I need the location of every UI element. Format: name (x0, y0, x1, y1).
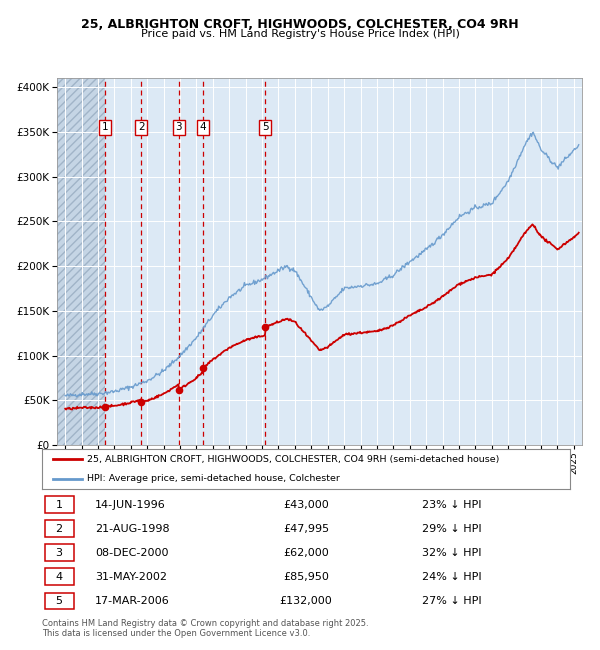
Text: 2: 2 (56, 524, 63, 534)
Text: 4: 4 (200, 122, 206, 132)
Text: 29% ↓ HPI: 29% ↓ HPI (422, 524, 482, 534)
Text: £85,950: £85,950 (283, 572, 329, 582)
Text: 2: 2 (138, 122, 145, 132)
Text: 27% ↓ HPI: 27% ↓ HPI (422, 596, 482, 606)
Bar (44, 569, 74, 585)
Text: 14-JUN-1996: 14-JUN-1996 (95, 500, 166, 510)
Text: £47,995: £47,995 (283, 524, 329, 534)
Text: Price paid vs. HM Land Registry's House Price Index (HPI): Price paid vs. HM Land Registry's House … (140, 29, 460, 39)
Text: 5: 5 (262, 122, 269, 132)
Text: 3: 3 (56, 548, 62, 558)
Text: Contains HM Land Registry data © Crown copyright and database right 2025.
This d: Contains HM Land Registry data © Crown c… (42, 619, 368, 638)
Text: 25, ALBRIGHTON CROFT, HIGHWOODS, COLCHESTER, CO4 9RH (semi-detached house): 25, ALBRIGHTON CROFT, HIGHWOODS, COLCHES… (87, 455, 499, 464)
Text: 24% ↓ HPI: 24% ↓ HPI (422, 572, 482, 582)
Text: 1: 1 (102, 122, 109, 132)
Text: £62,000: £62,000 (283, 548, 329, 558)
Text: 3: 3 (176, 122, 182, 132)
Text: 25, ALBRIGHTON CROFT, HIGHWOODS, COLCHESTER, CO4 9RH: 25, ALBRIGHTON CROFT, HIGHWOODS, COLCHES… (81, 18, 519, 31)
Bar (57, 78, 106, 445)
Text: 31-MAY-2002: 31-MAY-2002 (95, 572, 167, 582)
Text: 23% ↓ HPI: 23% ↓ HPI (422, 500, 482, 510)
Text: 1: 1 (56, 500, 62, 510)
Text: HPI: Average price, semi-detached house, Colchester: HPI: Average price, semi-detached house,… (87, 474, 340, 483)
Text: 4: 4 (56, 572, 63, 582)
Text: £43,000: £43,000 (283, 500, 329, 510)
Bar (44, 593, 74, 609)
Text: 08-DEC-2000: 08-DEC-2000 (95, 548, 168, 558)
Text: 21-AUG-1998: 21-AUG-1998 (95, 524, 169, 534)
Bar (44, 545, 74, 561)
Text: 17-MAR-2006: 17-MAR-2006 (95, 596, 170, 606)
Bar (44, 521, 74, 537)
Text: £132,000: £132,000 (280, 596, 332, 606)
Text: 5: 5 (56, 596, 62, 606)
Bar (44, 497, 74, 513)
Text: 32% ↓ HPI: 32% ↓ HPI (422, 548, 482, 558)
